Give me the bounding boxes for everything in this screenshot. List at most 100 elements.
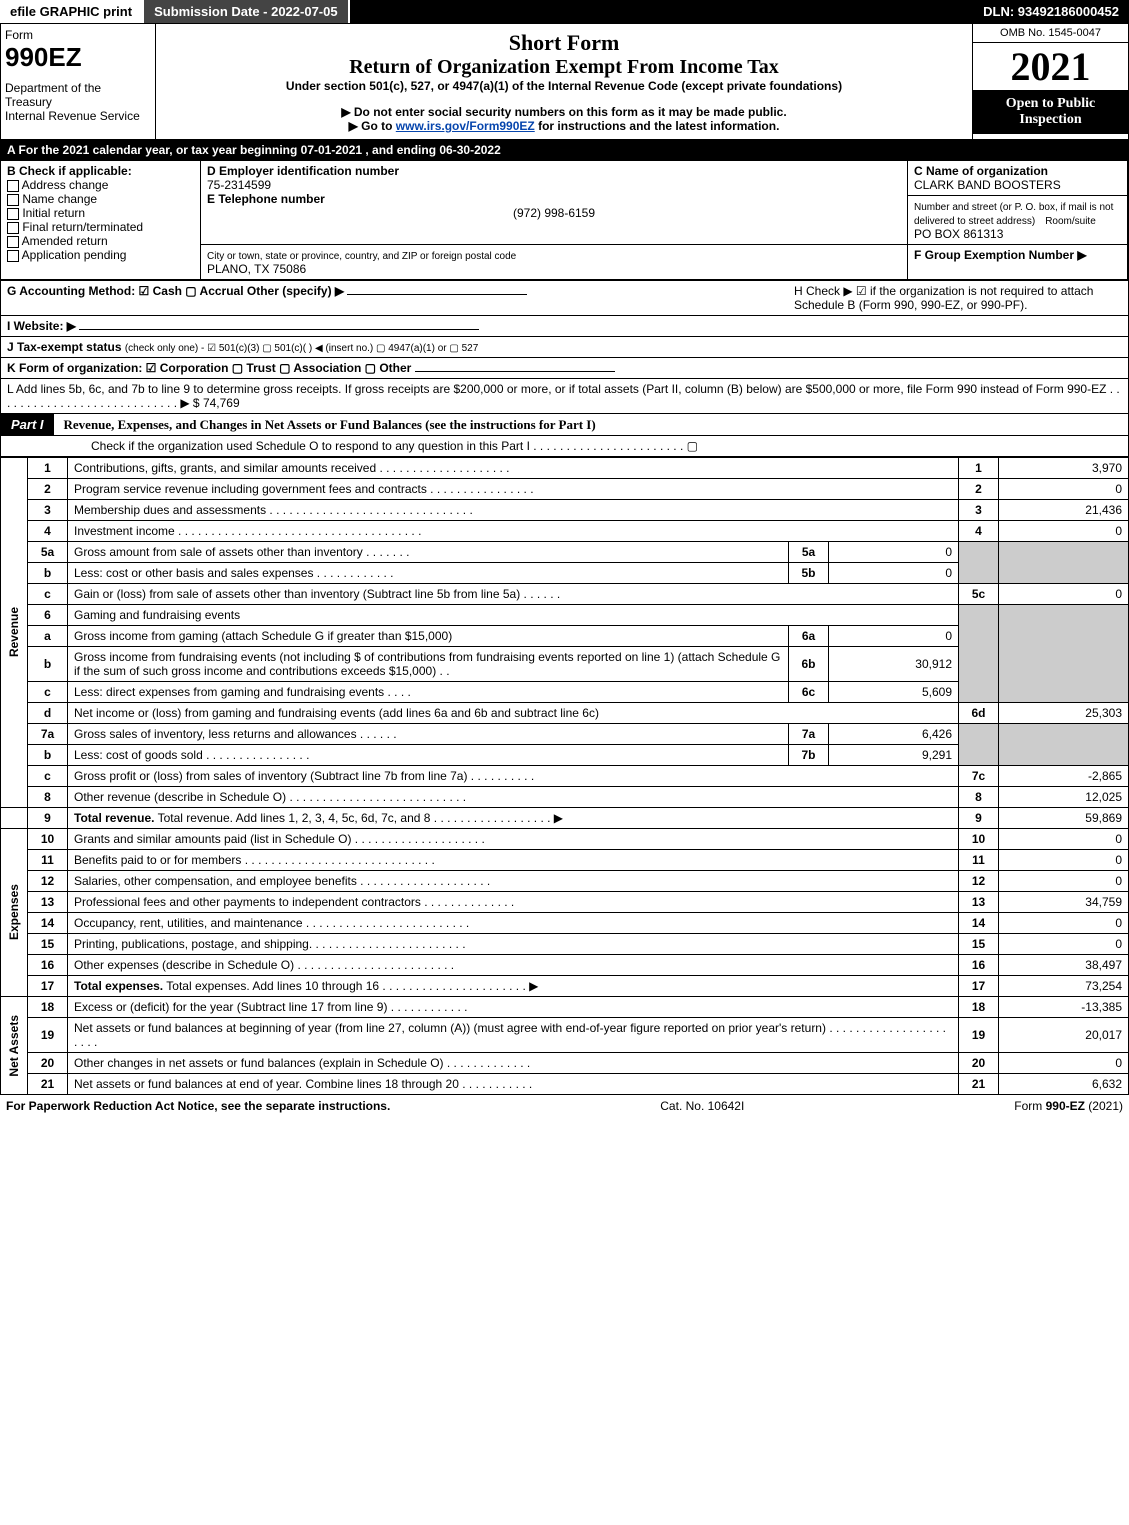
- line-6b-sn: 6b: [789, 647, 829, 682]
- line-8-val: 12,025: [999, 787, 1129, 808]
- line-2-no: 2: [28, 479, 68, 500]
- line-11-rn: 11: [959, 850, 999, 871]
- footer-left: For Paperwork Reduction Act Notice, see …: [6, 1099, 390, 1113]
- checkbox-address-change[interactable]: [7, 180, 19, 192]
- line-19-no: 19: [28, 1018, 68, 1053]
- line-7a-desc: Gross sales of inventory, less returns a…: [68, 724, 789, 745]
- checkbox-amended[interactable]: [7, 236, 19, 248]
- line-18-no: 18: [28, 997, 68, 1018]
- line-18-desc: Excess or (deficit) for the year (Subtra…: [68, 997, 959, 1018]
- line-7b-sn: 7b: [789, 745, 829, 766]
- j-label: J Tax-exempt status: [7, 340, 122, 354]
- irs-link[interactable]: www.irs.gov/Form990EZ: [396, 119, 535, 133]
- line-3-desc: Membership dues and assessments . . . . …: [68, 500, 959, 521]
- section-l: L Add lines 5b, 6c, and 7b to line 9 to …: [0, 379, 1129, 414]
- section-a-text: A For the 2021 calendar year, or tax yea…: [7, 143, 501, 157]
- line-8-rn: 8: [959, 787, 999, 808]
- line-5c-no: c: [28, 584, 68, 605]
- line-6d-val: 25,303: [999, 703, 1129, 724]
- line-14-no: 14: [28, 913, 68, 934]
- topbar-spacer: [350, 0, 974, 23]
- line-21-rn: 21: [959, 1074, 999, 1095]
- line-5c-rn: 5c: [959, 584, 999, 605]
- part1-check-text: Check if the organization used Schedule …: [1, 436, 1128, 456]
- line-13-val: 34,759: [999, 892, 1129, 913]
- form-label: Form: [5, 28, 151, 42]
- b-opt-3: Final return/terminated: [22, 220, 143, 234]
- submission-date: Submission Date - 2022-07-05: [144, 0, 350, 23]
- checkbox-pending[interactable]: [7, 250, 19, 262]
- line-7c-no: c: [28, 766, 68, 787]
- line-20-no: 20: [28, 1053, 68, 1074]
- line-5-grey1: [959, 542, 999, 584]
- footer-right: Form 990-EZ (2021): [1014, 1099, 1123, 1113]
- line-8-no: 8: [28, 787, 68, 808]
- line-11-desc: Benefits paid to or for members . . . . …: [68, 850, 959, 871]
- line-5a-sn: 5a: [789, 542, 829, 563]
- line-9-desc: Total revenue. Total revenue. Add lines …: [68, 808, 959, 829]
- line-19-rn: 19: [959, 1018, 999, 1053]
- section-f: F Group Exemption Number ▶: [908, 245, 1128, 280]
- line-7a-no: 7a: [28, 724, 68, 745]
- line-7c-val: -2,865: [999, 766, 1129, 787]
- line-17-rn: 17: [959, 976, 999, 997]
- line-1-rn: 1: [959, 458, 999, 479]
- j-rest: (check only one) - ☑ 501(c)(3) ▢ 501(c)(…: [125, 343, 478, 354]
- rot-netassets: Net Assets: [1, 997, 28, 1095]
- line-5c-desc: Gain or (loss) from sale of assets other…: [68, 584, 959, 605]
- line-4-val: 0: [999, 521, 1129, 542]
- line-12-no: 12: [28, 871, 68, 892]
- b-opt-0: Address change: [22, 178, 109, 192]
- b-opt-1: Name change: [22, 192, 97, 206]
- header-left: Form 990EZ Department of the Treasury In…: [1, 24, 156, 139]
- line-2-rn: 2: [959, 479, 999, 500]
- section-b: B Check if applicable: Address change Na…: [1, 161, 201, 280]
- line-6a-sv: 0: [829, 626, 959, 647]
- line-2-desc: Program service revenue including govern…: [68, 479, 959, 500]
- street: PO BOX 861313: [914, 227, 1003, 241]
- line-1-val: 3,970: [999, 458, 1129, 479]
- line-13-rn: 13: [959, 892, 999, 913]
- line-6a-sn: 6a: [789, 626, 829, 647]
- line-14-rn: 14: [959, 913, 999, 934]
- line-6b-sv: 30,912: [829, 647, 959, 682]
- line-21-val: 6,632: [999, 1074, 1129, 1095]
- dln: DLN: 93492186000452: [973, 0, 1129, 23]
- line-4-desc: Investment income . . . . . . . . . . . …: [68, 521, 959, 542]
- section-d: D Employer identification number 75-2314…: [201, 161, 908, 245]
- line-8-desc: Other revenue (describe in Schedule O) .…: [68, 787, 959, 808]
- line-3-no: 3: [28, 500, 68, 521]
- line-21-desc: Net assets or fund balances at end of ye…: [68, 1074, 959, 1095]
- line-7c-rn: 7c: [959, 766, 999, 787]
- line-3-rn: 3: [959, 500, 999, 521]
- checkbox-final-return[interactable]: [7, 222, 19, 234]
- line-6b-no: b: [28, 647, 68, 682]
- form-number: 990EZ: [5, 42, 151, 73]
- part1-tab: Part I: [1, 414, 54, 435]
- line-5a-desc: Gross amount from sale of assets other t…: [68, 542, 789, 563]
- rot-expenses: Expenses: [1, 829, 28, 997]
- section-c-name: C Name of organization CLARK BAND BOOSTE…: [908, 161, 1128, 196]
- line-6d-rn: 6d: [959, 703, 999, 724]
- lines-table: Revenue 1 Contributions, gifts, grants, …: [0, 457, 1129, 1095]
- checkbox-initial-return[interactable]: [7, 208, 19, 220]
- line-5b-sv: 0: [829, 563, 959, 584]
- efile-label[interactable]: efile GRAPHIC print: [0, 0, 144, 23]
- checkbox-name-change[interactable]: [7, 194, 19, 206]
- line-17-desc: Total expenses. Total expenses. Add line…: [68, 976, 959, 997]
- line-13-no: 13: [28, 892, 68, 913]
- tax-year: 2021: [973, 43, 1128, 90]
- line-19-desc: Net assets or fund balances at beginning…: [68, 1018, 959, 1053]
- line-11-no: 11: [28, 850, 68, 871]
- k-text: K Form of organization: ☑ Corporation ▢ …: [7, 361, 411, 375]
- line-15-desc: Printing, publications, postage, and shi…: [68, 934, 959, 955]
- b-opt-2: Initial return: [22, 206, 85, 220]
- line-5b-desc: Less: cost or other basis and sales expe…: [68, 563, 789, 584]
- line-20-val: 0: [999, 1053, 1129, 1074]
- part1-check: Check if the organization used Schedule …: [0, 436, 1129, 457]
- line-12-val: 0: [999, 871, 1129, 892]
- line-7b-desc: Less: cost of goods sold . . . . . . . .…: [68, 745, 789, 766]
- line-6-grey1: [959, 605, 999, 703]
- subtitle: Under section 501(c), 527, or 4947(a)(1)…: [162, 79, 966, 93]
- line-20-desc: Other changes in net assets or fund bala…: [68, 1053, 959, 1074]
